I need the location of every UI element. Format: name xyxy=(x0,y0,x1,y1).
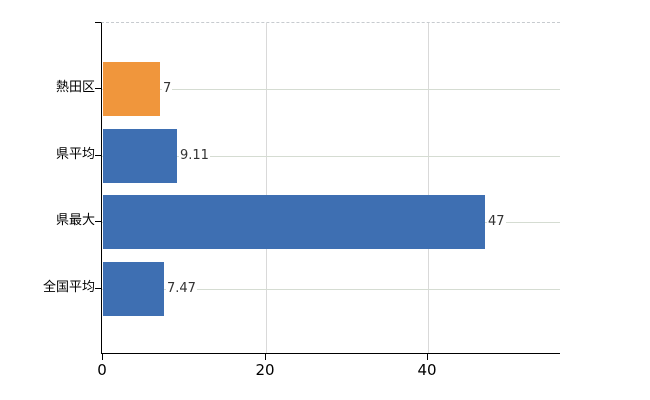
bar-熱田区 xyxy=(103,62,160,116)
bar-県最大 xyxy=(103,195,485,249)
y-axis-tick xyxy=(95,88,101,89)
y-axis-tick xyxy=(95,22,101,23)
y-axis-tick xyxy=(95,155,101,156)
x-axis-tick-label: 20 xyxy=(255,361,275,379)
plot-area: 7 9.11 47 7.47 xyxy=(101,22,560,354)
bar-全国平均 xyxy=(103,262,164,316)
gridline-horizontal xyxy=(102,289,560,290)
gridline-horizontal xyxy=(102,89,560,90)
x-axis-tick-label: 40 xyxy=(417,361,437,379)
value-label: 9.11 xyxy=(179,148,210,163)
gridline-vertical xyxy=(266,23,267,353)
gridline-horizontal xyxy=(102,156,560,157)
category-label-県最大: 県最大 xyxy=(55,213,95,228)
x-axis-tick-label: 0 xyxy=(97,361,107,379)
y-axis-tick xyxy=(95,221,101,222)
value-label: 7 xyxy=(162,81,173,96)
value-label: 7.47 xyxy=(166,281,197,296)
category-label-全国平均: 全国平均 xyxy=(42,280,95,295)
bar-県平均 xyxy=(103,129,177,183)
value-label: 47 xyxy=(487,214,506,229)
x-axis-tick xyxy=(102,354,103,360)
x-axis-tick xyxy=(427,354,428,360)
gridline-vertical xyxy=(428,23,429,353)
y-axis-tick xyxy=(95,288,101,289)
category-label-県平均: 県平均 xyxy=(55,147,95,162)
x-axis-tick xyxy=(265,354,266,360)
category-label-熱田区: 熱田区 xyxy=(55,80,95,95)
